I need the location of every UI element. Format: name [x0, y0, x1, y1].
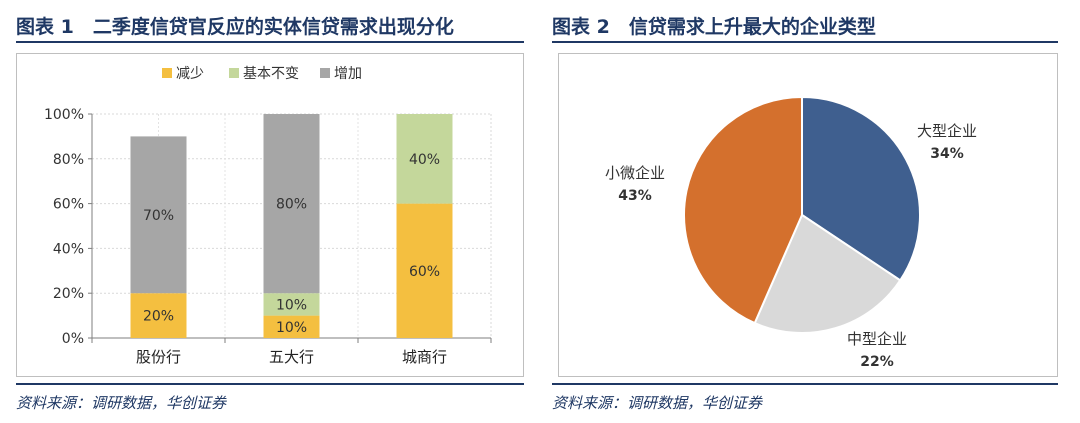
bar-segment	[396, 203, 453, 338]
y-tick-label: 100%	[44, 107, 84, 123]
bar-value-label: 80%	[276, 197, 307, 213]
figure-1-source: 资料来源：调研数据，华创证券	[16, 394, 227, 412]
pie-slice-value: 22%	[860, 354, 894, 370]
figure-2-bottom-rule	[552, 383, 1058, 385]
bar-segment	[263, 114, 320, 294]
legend-label: 减少	[176, 66, 204, 82]
figure-2-panel: 图表 2 信贷需求上升最大的企业类型 大型企业 34% 中型企业 22% 小微企业 43%…	[550, 0, 1080, 423]
pie-chart-frame: 大型企业 34% 中型企业 22% 小微企业 43%	[558, 53, 1058, 377]
y-tick-label: 0%	[62, 331, 84, 347]
stacked-bar-chart: 0% 20% 40% 60% 80% 100% 20% 70% 股份行 10% 10% 80% 五大行 6…	[44, 65, 492, 366]
figure-1-title: 图表 1 二季度信贷官反应的实体信贷需求出现分化	[16, 16, 454, 38]
bar-value-label: 70%	[143, 208, 174, 224]
figure-2-title-rule	[552, 41, 1058, 43]
legend-swatch	[320, 68, 330, 78]
figure-2-source: 资料来源：调研数据，华创证券	[552, 394, 763, 412]
y-tick-label: 60%	[53, 197, 84, 213]
bar-segment	[130, 293, 187, 338]
bar-value-label: 10%	[276, 320, 307, 336]
pie-slice	[683, 95, 803, 325]
bar-segment	[263, 293, 320, 316]
pie-slice-value: 34%	[930, 146, 964, 162]
x-category-label: 五大行	[269, 348, 314, 366]
bar-segment	[130, 136, 187, 294]
stacked-bar-chart-frame: 0% 20% 40% 60% 80% 100% 20% 70% 股份行 10% 10% 80% 五大行 6…	[16, 53, 524, 377]
figure-2-title: 图表 2 信贷需求上升最大的企业类型	[552, 16, 876, 38]
legend-label: 基本不变	[243, 65, 299, 82]
bar-value-label: 20%	[143, 309, 174, 325]
y-tick-label: 20%	[53, 286, 84, 302]
legend-swatch	[229, 68, 239, 78]
x-category-label: 股份行	[136, 348, 181, 366]
figure-1-panel: 图表 1 二季度信贷官反应的实体信贷需求出现分化 0% 20% 40% 60% 80% 1…	[0, 0, 530, 423]
pie-slice-value: 43%	[618, 188, 652, 204]
pie-slice-label: 中型企业	[847, 330, 907, 348]
bar-segment	[396, 114, 453, 204]
bar-segment	[263, 315, 320, 338]
pie-slice	[753, 213, 902, 334]
y-tick-label: 80%	[53, 152, 84, 168]
bar-value-label: 40%	[409, 152, 440, 168]
y-tick-label: 40%	[53, 241, 84, 257]
pie-slice-label: 大型企业	[917, 122, 977, 140]
figure-1-bottom-rule	[16, 383, 524, 385]
legend-swatch	[162, 68, 172, 78]
legend-label: 增加	[334, 66, 362, 82]
pie-chart: 大型企业 34% 中型企业 22% 小微企业 43%	[605, 95, 977, 370]
figure-1-title-rule	[16, 41, 524, 43]
pie-slice-label: 小微企业	[605, 164, 665, 182]
bar-value-label: 10%	[276, 297, 307, 313]
bar-value-label: 60%	[409, 264, 440, 280]
x-category-label: 城商行	[402, 348, 447, 366]
